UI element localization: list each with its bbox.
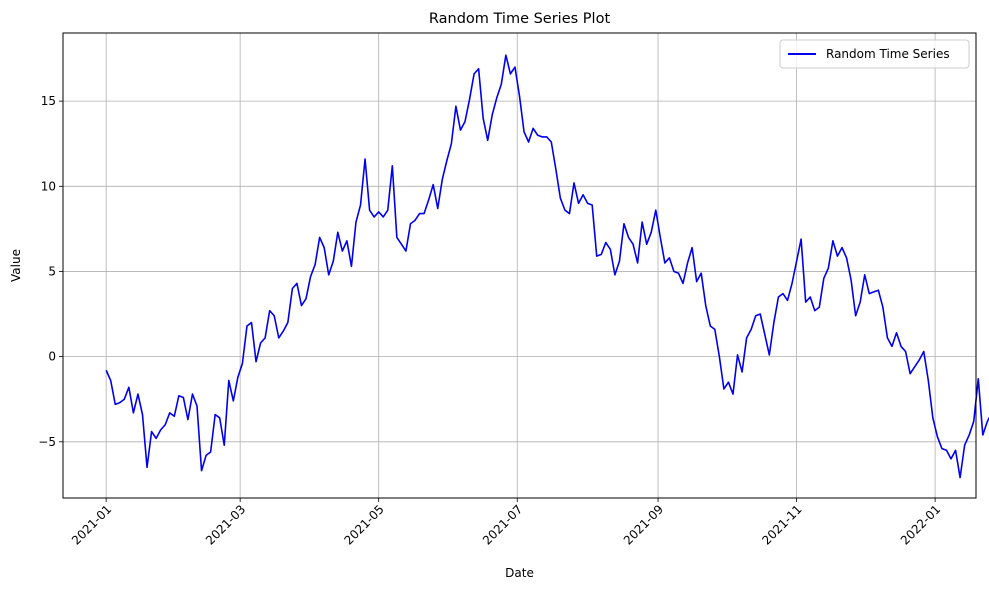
- y-tick-label: 0: [48, 350, 56, 364]
- y-tick-label: 15: [41, 94, 56, 108]
- legend-box: [779, 39, 970, 69]
- series-line: [105, 54, 989, 479]
- y-tick-label: −5: [38, 435, 56, 449]
- legend-label: Random Time Series: [826, 47, 950, 61]
- plot-area-frame: [62, 32, 977, 499]
- x-axis-title: Date: [505, 566, 534, 580]
- y-axis-ticks: −5 0 5 10 15: [38, 94, 63, 449]
- series-group: [105, 54, 989, 479]
- chart-title: Random Time Series Plot: [429, 11, 611, 27]
- y-axis-title: Value: [9, 249, 23, 282]
- y-tick-label: 10: [41, 179, 56, 193]
- y-tick-label: 5: [48, 264, 56, 278]
- legend: Random Time Series: [779, 39, 970, 69]
